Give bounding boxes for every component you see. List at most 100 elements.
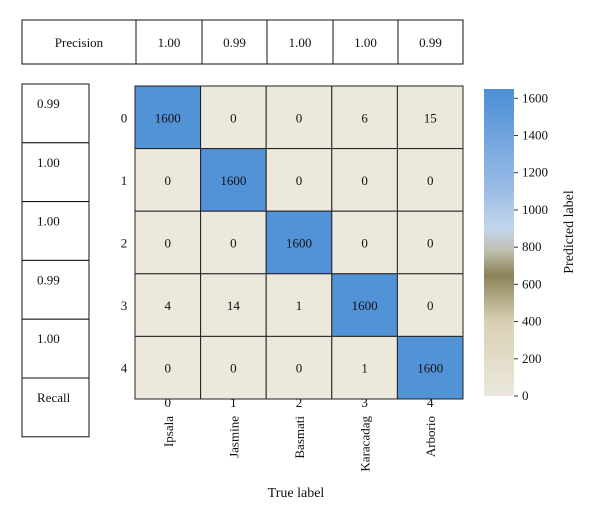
heatmap-cell (265, 148, 333, 212)
cell-value: 0 (361, 236, 368, 251)
heatmap-cell (331, 273, 398, 337)
precision-cell (332, 19, 399, 65)
cell-value: 1600 (220, 173, 246, 188)
cell-value: 1 (296, 298, 303, 313)
cell-value: 0 (230, 236, 237, 251)
recall-value: 1.00 (37, 214, 60, 229)
column-class-label: Arborio (423, 416, 438, 457)
column-index-label: 4 (427, 395, 434, 410)
row-tick-label: 3 (121, 298, 128, 313)
cell-value: 0 (427, 298, 434, 313)
heatmap-cell (134, 335, 202, 400)
cell-value: 1600 (155, 110, 181, 125)
cell-value: 0 (230, 110, 237, 125)
cell-value: 0 (427, 236, 434, 251)
precision-value: 0.99 (419, 35, 442, 50)
heatmap-cell (396, 335, 464, 400)
column-tick-labels: 0 1 2 3 4 Ipsala Jasmine Basmati Karacadag Arbori… (161, 395, 438, 472)
recall-table: 0.99 1.00 1.00 0.99 1.00 Recall (21, 83, 90, 438)
recall-cell (21, 318, 90, 379)
cell-value: 0 (165, 361, 172, 376)
column-class-label: Ipsala (161, 416, 176, 447)
colorbar-tick-label: 0 (522, 388, 529, 403)
cell-value: 1600 (286, 236, 312, 251)
recall-cell (21, 142, 90, 203)
recall-header-cell (21, 377, 90, 438)
heatmap-cell (134, 210, 202, 275)
heatmap-cell (265, 335, 333, 400)
recall-cell (21, 201, 90, 261)
recall-value: 1.00 (37, 331, 60, 346)
colorbar-tick-label: 1400 (522, 128, 548, 143)
precision-label: Precision (55, 35, 104, 50)
heatmap-cell (396, 148, 464, 212)
recall-value: 1.00 (37, 155, 60, 170)
cell-value: 14 (227, 298, 241, 313)
column-index-label: 1 (230, 395, 237, 410)
cell-value: 1 (361, 361, 368, 376)
precision-cell (397, 19, 464, 65)
row-tick-label: 4 (121, 361, 128, 376)
recall-cell (21, 259, 90, 320)
precision-header-cell (21, 19, 137, 65)
cell-value: 6 (361, 110, 368, 125)
heatmap-cell (134, 273, 202, 337)
cell-value: 0 (296, 361, 303, 376)
precision-value: 0.99 (223, 35, 246, 50)
row-tick-label: 0 (121, 110, 128, 125)
recall-value: 0.99 (37, 272, 60, 287)
heatmap-cell (200, 273, 267, 337)
column-index-label: 2 (296, 395, 303, 410)
heatmap-cells: 1600 0 0 6 15 0 1600 0 0 0 0 0 1600 0 0 4 14 1 1600 0 0 0 0 1 16… (134, 85, 464, 400)
column-class-label: Karacadag (358, 416, 373, 472)
row-tick-label: 1 (121, 173, 128, 188)
heatmap-cell (265, 210, 333, 275)
cell-value: 0 (361, 173, 368, 188)
heatmap-cell (331, 85, 398, 150)
column-index-label: 3 (361, 395, 368, 410)
heatmap-cell (396, 85, 464, 150)
heatmap-cell (200, 210, 267, 275)
colorbar-tick-label: 200 (522, 351, 542, 366)
heatmap-cell (200, 335, 267, 400)
heatmap-cell (396, 273, 464, 337)
cell-value: 1600 (417, 361, 443, 376)
cell-value: 1600 (352, 298, 378, 313)
heatmap-cell (331, 210, 398, 275)
column-class-label: Basmati (292, 416, 307, 459)
precision-value: 1.00 (289, 35, 312, 50)
cell-value: 0 (165, 173, 172, 188)
colorbar-tick-label: 1000 (522, 202, 548, 217)
heatmap-cell (396, 210, 464, 275)
recall-cell (21, 83, 90, 144)
cell-value: 15 (424, 110, 437, 125)
colorbar: 0 200 400 600 800 1000 1200 1400 1600 (484, 89, 548, 403)
recall-label: Recall (37, 390, 71, 405)
cell-value: 0 (230, 361, 237, 376)
colorbar-tick-label: 1600 (522, 90, 548, 105)
row-tick-label: 2 (121, 236, 128, 251)
colorbar-tick-label: 400 (522, 314, 542, 329)
precision-value: 1.00 (158, 35, 181, 50)
colorbar-tick-label: 1200 (522, 165, 548, 180)
colorbar-tick-label: 600 (522, 276, 542, 291)
column-class-label: Jasmine (226, 416, 241, 458)
x-axis-title: True label (268, 486, 325, 501)
cell-value: 4 (165, 298, 172, 313)
cell-value: 0 (427, 173, 434, 188)
precision-cell (201, 19, 268, 65)
heatmap-cell (134, 148, 202, 212)
colorbar-gradient (484, 89, 514, 396)
heatmap-cell (200, 85, 267, 150)
cell-value: 0 (296, 110, 303, 125)
precision-value: 1.00 (354, 35, 377, 50)
cell-value: 0 (165, 236, 172, 251)
recall-value: 0.99 (37, 96, 60, 111)
row-tick-labels: 0 1 2 3 4 (121, 110, 128, 375)
cell-value: 0 (296, 173, 303, 188)
colorbar-title: Predicted label (562, 190, 577, 274)
column-index-label: 0 (165, 395, 172, 410)
colorbar-tick-label: 800 (522, 239, 542, 254)
precision-cell (135, 19, 203, 65)
